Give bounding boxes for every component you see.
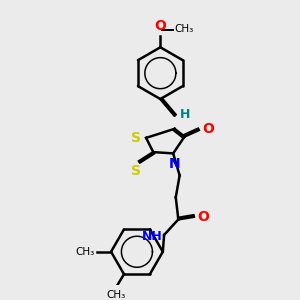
Text: S: S (131, 131, 142, 145)
Text: O: O (154, 19, 166, 33)
Text: O: O (197, 210, 209, 224)
Text: N: N (169, 157, 180, 170)
Text: NH: NH (142, 230, 163, 243)
Text: H: H (180, 108, 191, 121)
Text: CH₃: CH₃ (106, 290, 125, 300)
Text: O: O (202, 122, 214, 136)
Text: CH₃: CH₃ (76, 247, 95, 257)
Text: CH₃: CH₃ (175, 24, 194, 34)
Text: S: S (131, 164, 141, 178)
